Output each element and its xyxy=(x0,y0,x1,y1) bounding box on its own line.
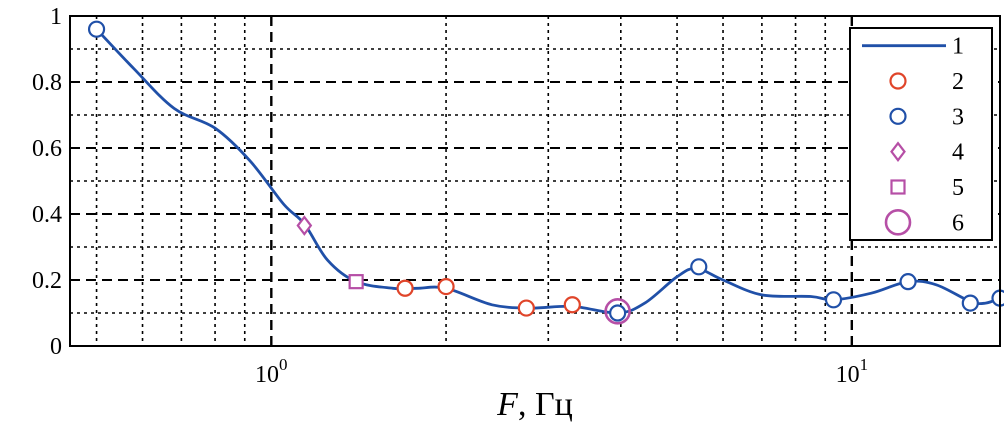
series-5-point xyxy=(348,274,364,290)
y-tick-label: 0.2 xyxy=(32,268,62,294)
series-3-point xyxy=(991,289,1004,307)
series-2-point xyxy=(396,279,414,297)
y-tick-labels: 0 0.2 0.4 0.6 0.8 1 xyxy=(32,4,62,360)
legend: 1 2 3 4 5 6 xyxy=(849,27,993,241)
legend-marker-2 xyxy=(889,72,907,90)
y-tick-label: 1 xyxy=(50,4,62,30)
y-tick-label: 0.8 xyxy=(32,70,62,96)
series-3-point xyxy=(690,258,708,276)
series-3-point xyxy=(824,291,843,309)
legend-label: 1 xyxy=(952,34,964,60)
legend-marker-3 xyxy=(889,107,907,125)
series-6-point xyxy=(604,298,631,325)
grid xyxy=(70,16,1000,346)
y-tick-label: 0 xyxy=(50,334,62,360)
plot-frame xyxy=(69,15,1001,347)
series-2-point xyxy=(437,278,455,296)
legend-label: 2 xyxy=(952,69,964,95)
legend-label: 3 xyxy=(952,104,964,130)
legend-label: 4 xyxy=(952,140,964,166)
legend-marker-5 xyxy=(890,179,906,195)
y-tick-label: 0.4 xyxy=(32,202,62,228)
legend-marker-6 xyxy=(884,209,912,236)
x-tick-label: 100 xyxy=(255,355,288,388)
y-tick-label: 0.6 xyxy=(32,136,62,162)
x-axis-label: F, Гц xyxy=(496,386,573,423)
series-4-point xyxy=(296,215,313,236)
series-3-point xyxy=(899,273,917,291)
x-tick-label: 101 xyxy=(836,355,869,388)
legend-box xyxy=(849,27,993,241)
legend-label: 6 xyxy=(952,210,964,236)
legend-marker-4 xyxy=(890,141,906,162)
series-3-point xyxy=(87,20,106,38)
series-2-point xyxy=(517,299,535,317)
legend-label: 5 xyxy=(952,175,964,201)
series-3-point xyxy=(961,294,979,312)
x-tick-labels: 100 101 xyxy=(255,355,868,388)
series-layer xyxy=(87,20,1004,325)
series-2-point xyxy=(563,296,581,314)
series-3-point xyxy=(609,304,627,322)
